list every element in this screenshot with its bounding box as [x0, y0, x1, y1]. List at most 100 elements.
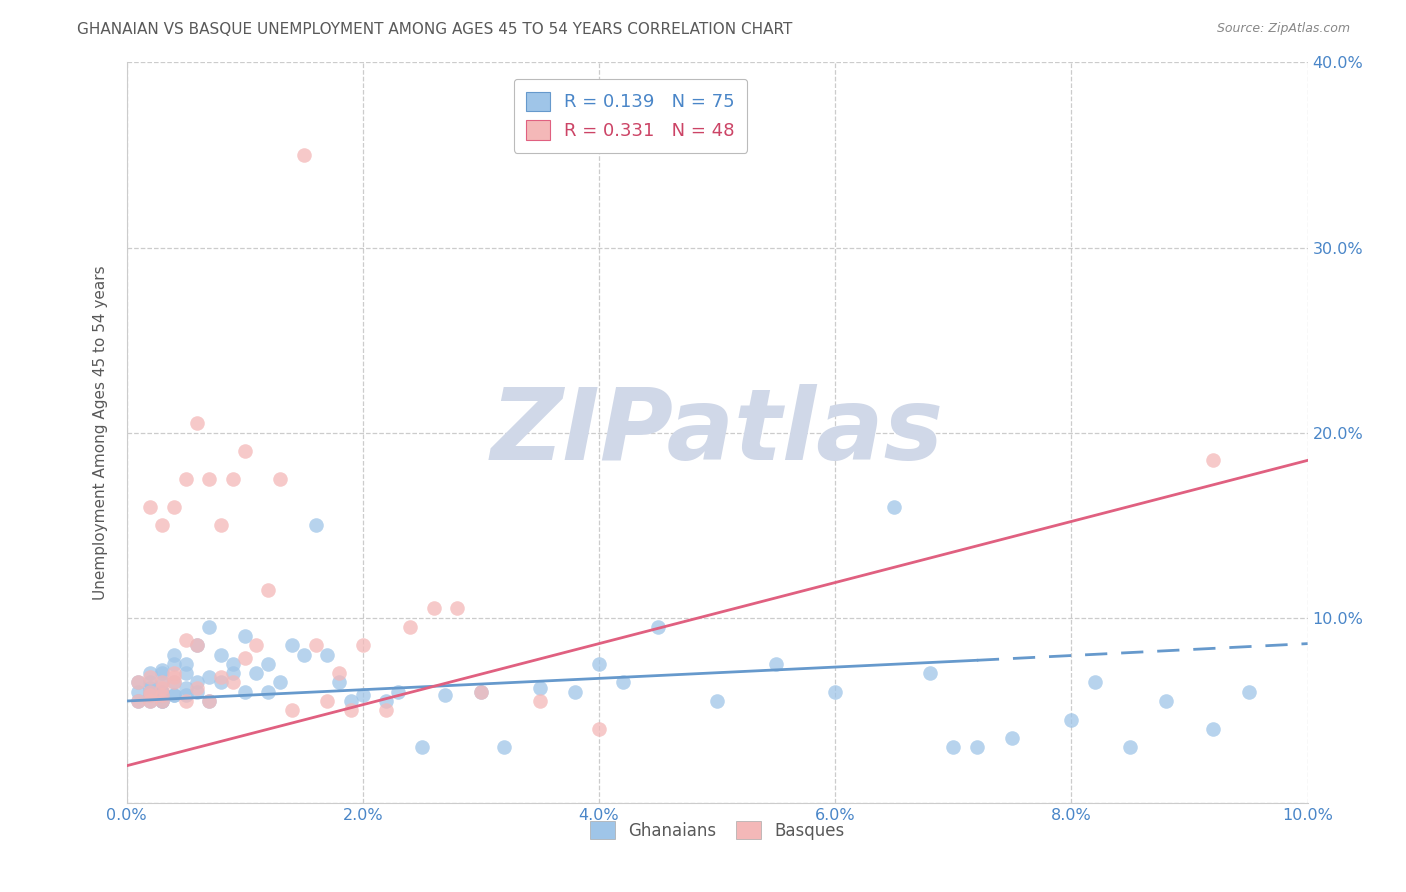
Point [174, 472, 197, 486]
Point [139, 666, 162, 681]
Point [269, 675, 291, 690]
Legend: Ghanaians, Basques: Ghanaians, Basques [583, 814, 851, 847]
Point [163, 648, 186, 662]
Point [209, 670, 232, 684]
Point [233, 629, 256, 643]
Point [127, 694, 149, 708]
Point [245, 666, 267, 681]
Point [222, 666, 245, 681]
Point [1119, 740, 1142, 755]
Point [186, 681, 208, 695]
Point [1154, 694, 1177, 708]
Point [340, 703, 363, 717]
Point [233, 651, 256, 665]
Text: GHANAIAN VS BASQUE UNEMPLOYMENT AMONG AGES 45 TO 54 YEARS CORRELATION CHART: GHANAIAN VS BASQUE UNEMPLOYMENT AMONG AG… [77, 22, 793, 37]
Point [186, 417, 208, 431]
Point [1202, 453, 1225, 467]
Point [150, 685, 173, 699]
Point [163, 675, 186, 690]
Point [328, 675, 350, 690]
Point [150, 685, 173, 699]
Point [198, 620, 221, 634]
Point [150, 663, 173, 677]
Point [1202, 722, 1225, 736]
Point [222, 472, 245, 486]
Point [186, 675, 208, 690]
Point [257, 657, 280, 671]
Point [150, 518, 173, 533]
Point [163, 670, 186, 684]
Point [209, 648, 232, 662]
Point [127, 675, 149, 690]
Point [150, 689, 173, 703]
Point [139, 685, 162, 699]
Point [150, 694, 173, 708]
Point [222, 675, 245, 690]
Point [209, 675, 232, 690]
Point [765, 657, 787, 671]
Point [304, 518, 326, 533]
Point [163, 666, 186, 681]
Point [139, 500, 162, 514]
Point [529, 694, 551, 708]
Point [966, 740, 988, 755]
Point [1237, 685, 1260, 699]
Point [494, 740, 516, 755]
Point [174, 666, 197, 681]
Point [174, 632, 197, 647]
Point [163, 675, 186, 690]
Point [257, 582, 280, 597]
Point [139, 681, 162, 695]
Point [411, 740, 433, 755]
Point [150, 689, 173, 703]
Point [245, 639, 267, 653]
Point [1001, 731, 1024, 745]
Point [139, 689, 162, 703]
Point [209, 518, 232, 533]
Point [612, 675, 634, 690]
Point [198, 670, 221, 684]
Point [174, 689, 197, 703]
Point [139, 694, 162, 708]
Point [918, 666, 941, 681]
Point [174, 657, 197, 671]
Point [340, 694, 363, 708]
Point [281, 703, 304, 717]
Point [163, 689, 186, 703]
Point [328, 666, 350, 681]
Point [470, 685, 492, 699]
Point [139, 689, 162, 703]
Point [647, 620, 669, 634]
Point [257, 685, 280, 699]
Point [387, 685, 409, 699]
Point [127, 694, 149, 708]
Point [706, 694, 728, 708]
Point [163, 657, 186, 671]
Point [292, 648, 315, 662]
Point [150, 675, 173, 690]
Point [434, 689, 457, 703]
Text: ZIPatlas: ZIPatlas [491, 384, 943, 481]
Point [588, 722, 610, 736]
Y-axis label: Unemployment Among Ages 45 to 54 years: Unemployment Among Ages 45 to 54 years [93, 265, 108, 600]
Point [316, 694, 339, 708]
Point [139, 675, 162, 690]
Point [163, 689, 186, 703]
Point [824, 685, 846, 699]
Point [1084, 675, 1107, 690]
Point [399, 620, 422, 634]
Point [174, 681, 197, 695]
Point [150, 675, 173, 690]
Point [150, 666, 173, 681]
Point [139, 689, 162, 703]
Text: Source: ZipAtlas.com: Source: ZipAtlas.com [1216, 22, 1350, 36]
Point [564, 685, 586, 699]
Point [186, 639, 208, 653]
Point [186, 639, 208, 653]
Point [529, 681, 551, 695]
Point [281, 639, 304, 653]
Point [139, 694, 162, 708]
Point [446, 601, 468, 615]
Point [163, 500, 186, 514]
Point [127, 685, 149, 699]
